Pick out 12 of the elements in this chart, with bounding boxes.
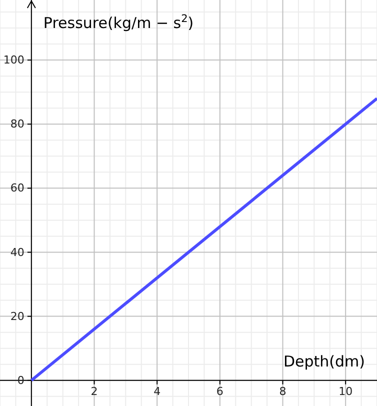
x-axis-title: Depth(dm) <box>283 352 365 370</box>
x-tick-label: 4 <box>154 385 161 398</box>
x-tick-label: 8 <box>279 385 286 398</box>
x-tick-label: 2 <box>90 385 98 398</box>
y-tick-label: 100 <box>3 54 24 67</box>
x-tick-label: 10 <box>338 385 353 398</box>
x-tick-label: 6 <box>216 385 224 398</box>
y-tick-label: 60 <box>10 182 24 195</box>
y-tick-label: 40 <box>10 246 24 259</box>
y-tick-label: 20 <box>10 310 24 323</box>
y-axis-title: Pressure(kg/m − s$^{2}$) <box>43 13 194 32</box>
y-tick-label: 80 <box>10 118 24 131</box>
